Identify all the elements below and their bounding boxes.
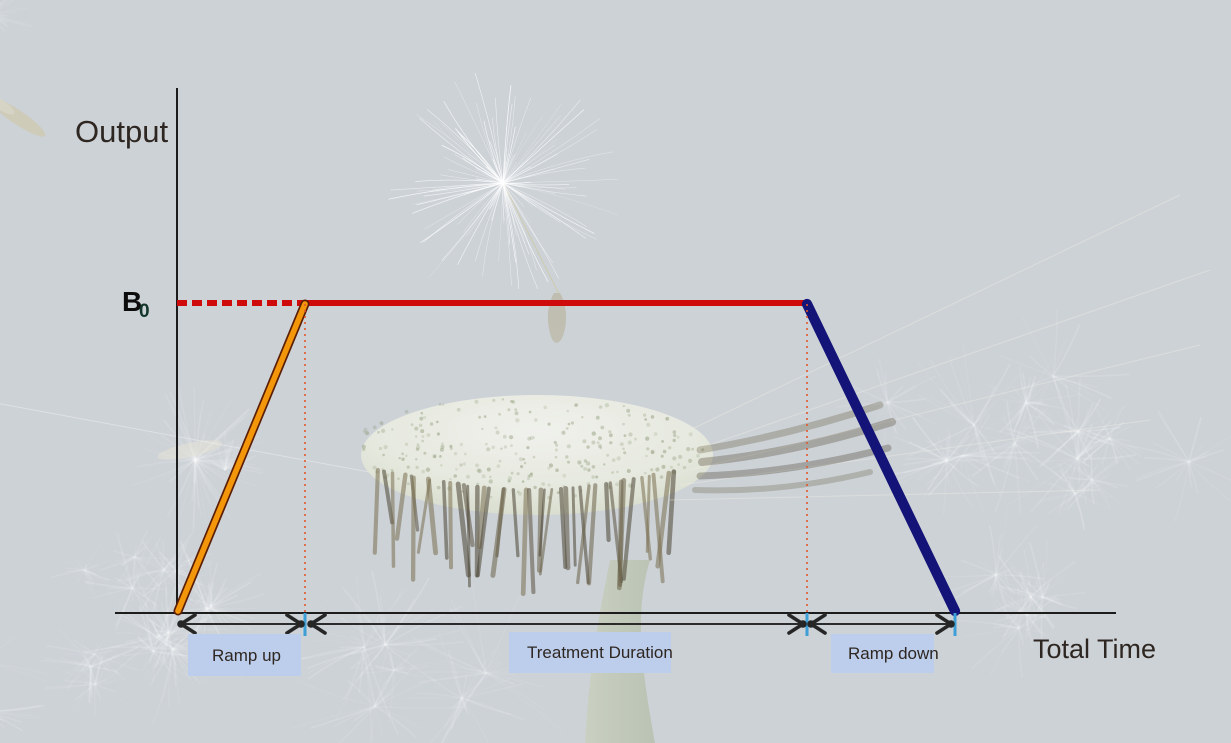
svg-text:Total Time: Total Time — [1033, 634, 1156, 664]
svg-text:0: 0 — [139, 301, 150, 322]
svg-text:Ramp down: Ramp down — [848, 644, 939, 663]
svg-text:Ramp up: Ramp up — [212, 646, 281, 665]
svg-text:Output: Output — [75, 114, 168, 149]
svg-text:Treatment Duration: Treatment Duration — [527, 643, 673, 662]
